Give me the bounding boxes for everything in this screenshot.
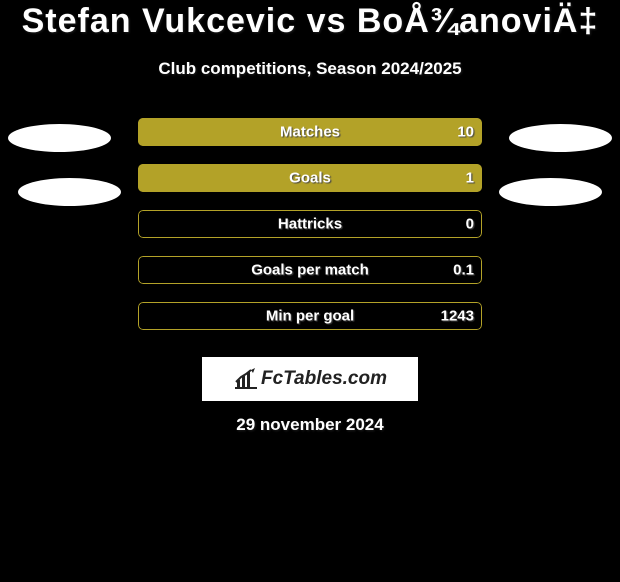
stat-bar-mpg: Min per goal 1243 <box>138 302 482 330</box>
logo-box[interactable]: FcTables.com <box>202 357 418 401</box>
logo-text: FcTables.com <box>261 368 387 390</box>
bar-border <box>138 302 482 330</box>
bar-chart-icon <box>233 368 259 390</box>
stat-bar-matches: Matches 10 <box>138 118 482 146</box>
stat-row: Hattricks 0 <box>0 201 620 247</box>
stat-row: Goals 1 <box>0 155 620 201</box>
bar-border <box>138 210 482 238</box>
page-title: Stefan Vukcevic vs BoÅ¾anoviÄ‡ <box>0 2 620 41</box>
stat-row: Goals per match 0.1 <box>0 247 620 293</box>
bar-border <box>138 118 482 146</box>
bar-border <box>138 164 482 192</box>
bar-border <box>138 256 482 284</box>
date-text: 29 november 2024 <box>0 415 620 435</box>
stats-container: Matches 10 Goals 1 Hattricks 0 Goals per… <box>0 109 620 339</box>
stat-bar-goals: Goals 1 <box>138 164 482 192</box>
stat-bar-gpm: Goals per match 0.1 <box>138 256 482 284</box>
subtitle: Club competitions, Season 2024/2025 <box>0 59 620 79</box>
stat-bar-hattricks: Hattricks 0 <box>138 210 482 238</box>
stat-row: Matches 10 <box>0 109 620 155</box>
stat-row: Min per goal 1243 <box>0 293 620 339</box>
